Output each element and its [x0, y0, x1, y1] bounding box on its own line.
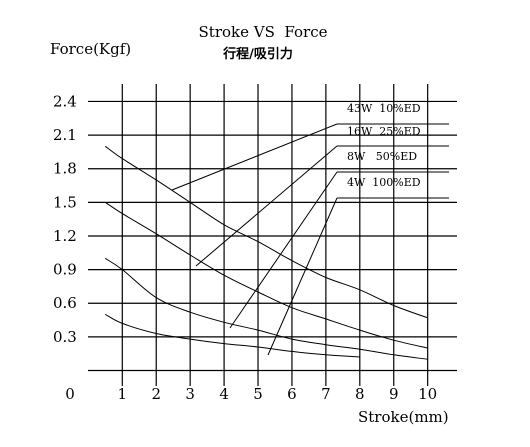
series-line-3: [105, 257, 428, 360]
leader-line-4: [267, 197, 338, 356]
x-axis-label: Stroke(mm): [358, 408, 449, 426]
grid: [88, 84, 457, 386]
series-line-2: [105, 201, 428, 349]
y-tick-label: 1.2: [53, 227, 77, 245]
x-tick-label: 7: [321, 385, 331, 403]
series-line-1: [105, 145, 428, 319]
y-tick-label: 1.8: [53, 160, 77, 178]
tick-labels: 0.3 0.6 0.9 1.2 1.5 1.8 2.1 2.4 0 1 2 3 4 5 6 7 8 9 10: [53, 92, 437, 403]
series-label-2: 16W 25%ED: [347, 125, 421, 138]
leader-line-2: [195, 145, 338, 267]
leader-line-1: [171, 123, 338, 191]
x-tick-label: 5: [253, 385, 263, 403]
series-line-4: [105, 313, 360, 358]
x-tick-label: 8: [355, 385, 365, 403]
y-tick-label: 0.3: [53, 328, 77, 346]
x-tick-label: 6: [287, 385, 297, 403]
x-tick-label: 3: [185, 385, 195, 403]
series-curves: [105, 145, 428, 360]
y-axis-label: Force(Kgf): [50, 40, 131, 58]
x-tick-label: 10: [418, 385, 437, 403]
chart-title: Stroke VS Force: [199, 23, 328, 41]
series-label-4: 4W 100%ED: [347, 176, 421, 189]
y-tick-label: 0.9: [53, 261, 77, 279]
series-label-1: 43W 10%ED: [347, 102, 421, 115]
y-tick-label: 2.1: [53, 126, 77, 144]
leader-line-3: [229, 171, 338, 329]
series-labels: 43W 10%ED 16W 25%ED 8W 50%ED 4W 100%ED: [171, 102, 449, 356]
y-tick-label: 1.5: [53, 193, 77, 211]
x-tick-label: 2: [151, 385, 161, 403]
x-tick-label: 0: [65, 385, 75, 403]
series-label-3: 8W 50%ED: [347, 150, 417, 163]
x-tick-label: 4: [219, 385, 229, 403]
x-tick-label: 9: [389, 385, 399, 403]
x-tick-label: 1: [118, 385, 128, 403]
chart-subtitle: 行程/吸引力: [222, 46, 293, 62]
y-tick-label: 0.6: [53, 294, 77, 312]
y-tick-label: 2.4: [53, 92, 77, 110]
